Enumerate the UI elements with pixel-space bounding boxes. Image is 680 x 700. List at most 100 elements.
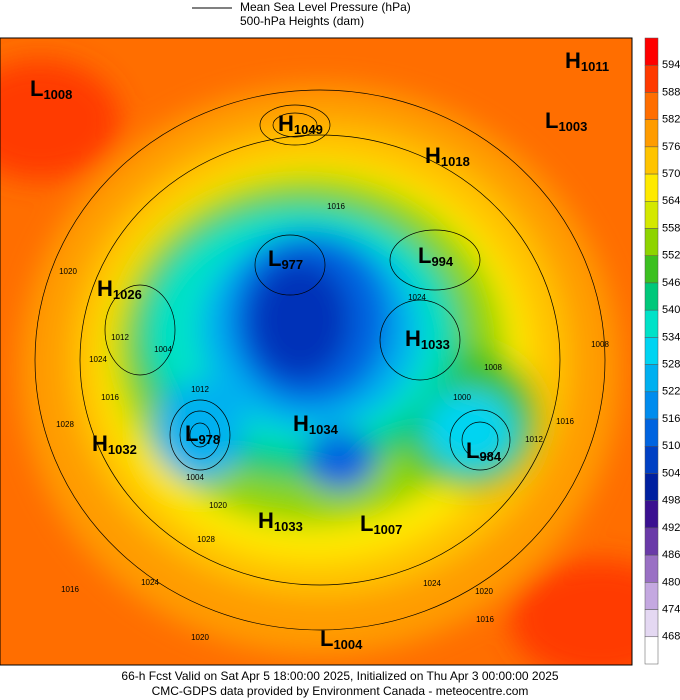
colorbar-swatch — [644, 500, 659, 529]
contour-label: 1020 — [59, 267, 77, 276]
pressure-center-value: 1032 — [108, 442, 137, 457]
colorbar-label: 468 — [662, 631, 680, 643]
pressure-center-kind: L — [268, 246, 281, 271]
contour-label: 1020 — [209, 501, 227, 510]
colorbar-label: 474 — [662, 603, 680, 615]
contour-label: 1016 — [101, 393, 119, 402]
colorbar-swatch — [644, 446, 659, 474]
colorbar-label: 516 — [662, 413, 680, 425]
contour-label: 1000 — [453, 393, 471, 402]
pressure-center: H1011 — [565, 48, 609, 75]
colorbar-label: 540 — [662, 304, 680, 316]
pressure-center-kind: H — [405, 326, 421, 351]
pressure-center-value: 977 — [281, 257, 303, 272]
contour-label: 1020 — [475, 587, 493, 596]
pressure-center-value: 994 — [431, 254, 453, 269]
pressure-center-kind: H — [425, 143, 441, 168]
colorbar-label: 576 — [662, 141, 680, 153]
contour-label: 1024 — [423, 579, 441, 588]
pressure-center-value: 1033 — [274, 519, 303, 534]
contour-label: 1012 — [191, 385, 209, 394]
colorbar-swatch — [644, 255, 659, 284]
legend-text: Mean Sea Level Pressure (hPa) — [240, 0, 411, 14]
colorbar-swatch — [644, 636, 659, 665]
pressure-center-value: 1003 — [558, 119, 587, 134]
colorbar-label: 522 — [662, 386, 680, 398]
contour-label: 1008 — [591, 340, 609, 349]
pressure-center-value: 978 — [198, 432, 220, 447]
colorbar-label: 534 — [662, 331, 680, 343]
colorbar-swatch — [644, 173, 659, 202]
colorbar-swatch — [644, 554, 659, 583]
colorbar-label: 558 — [662, 222, 680, 234]
colorbar-swatch — [644, 364, 659, 393]
colorbar-swatch — [644, 64, 659, 93]
pressure-center: L977 — [268, 246, 303, 273]
colorbar-label: 570 — [662, 168, 680, 180]
pressure-center: H1018 — [425, 143, 470, 170]
pressure-center-value: 984 — [479, 449, 501, 464]
pressure-center: L1007 — [360, 511, 402, 538]
pressure-center: L978 — [185, 421, 220, 448]
colorbar-label: 582 — [662, 114, 680, 126]
colorbar-swatch — [644, 337, 659, 365]
colorbar-swatch — [644, 146, 659, 175]
pressure-center: L1008 — [30, 76, 72, 103]
contour-label: 1016 — [556, 417, 574, 426]
colorbar-label: 546 — [662, 277, 680, 289]
pressure-center-value: 1033 — [421, 337, 450, 352]
colorbar-label: 528 — [662, 359, 680, 371]
contour-label: 1004 — [154, 345, 172, 354]
pressure-center-kind: H — [565, 48, 581, 73]
colorbar-swatch — [644, 473, 659, 501]
pressure-center: H1034 — [293, 411, 339, 438]
pressure-center-kind: H — [258, 508, 274, 533]
pressure-center-kind: L — [466, 438, 479, 463]
pressure-center-kind: L — [320, 626, 333, 651]
colorbar-label: 504 — [662, 467, 680, 479]
pressure-center-kind: L — [360, 511, 373, 536]
colorbar-swatch — [644, 228, 659, 256]
pressure-center: H1033 — [258, 508, 303, 535]
pressure-center-kind: L — [185, 421, 198, 446]
colorbar-swatch — [644, 418, 659, 447]
colorbar-label: 480 — [662, 576, 680, 588]
pressure-center-value: 1004 — [333, 637, 363, 652]
pressure-center-value: 1034 — [309, 422, 339, 437]
contour-label: 1008 — [484, 363, 502, 372]
footer-text: 66-h Fcst Valid on Sat Apr 5 18:00:00 20… — [121, 669, 559, 683]
pressure-center-value: 1049 — [294, 122, 323, 137]
contour-label: 1016 — [476, 615, 494, 624]
pressure-center-value: 1018 — [441, 154, 470, 169]
colorbar-label: 510 — [662, 440, 680, 452]
colorbar-swatch — [644, 609, 659, 638]
contour-label: 1016 — [61, 585, 79, 594]
map-field — [0, 38, 632, 665]
pressure-center-value: 1007 — [373, 522, 402, 537]
contour-label: 1004 — [186, 473, 204, 482]
footer-text: CMC-GDPS data provided by Environment Ca… — [152, 684, 529, 698]
colorbar-swatch — [644, 201, 659, 229]
colorbar-swatch — [644, 282, 659, 311]
contour-label: 1016 — [327, 202, 345, 211]
contour-label: 1024 — [408, 293, 426, 302]
contour-label: 1020 — [191, 633, 209, 642]
colorbar-label: 498 — [662, 495, 680, 507]
contour-label: 1012 — [525, 435, 543, 444]
pressure-center: H1049 — [278, 111, 323, 138]
pressure-center: L994 — [418, 243, 454, 270]
pressure-center-kind: H — [293, 411, 309, 436]
colorbar-swatch — [644, 391, 659, 420]
pressure-center: H1032 — [92, 431, 137, 458]
pressure-center-value: 1011 — [581, 59, 609, 74]
map-frame — [0, 37, 633, 666]
colorbar-label: 564 — [662, 195, 680, 207]
pressure-center: H1033 — [405, 326, 450, 353]
colorbar-label: 552 — [662, 250, 680, 262]
contour-label: 1028 — [56, 420, 74, 429]
pressure-center-kind: H — [97, 276, 113, 301]
pressure-center-value: 1026 — [113, 287, 142, 302]
colorbar-label: 486 — [662, 549, 680, 561]
